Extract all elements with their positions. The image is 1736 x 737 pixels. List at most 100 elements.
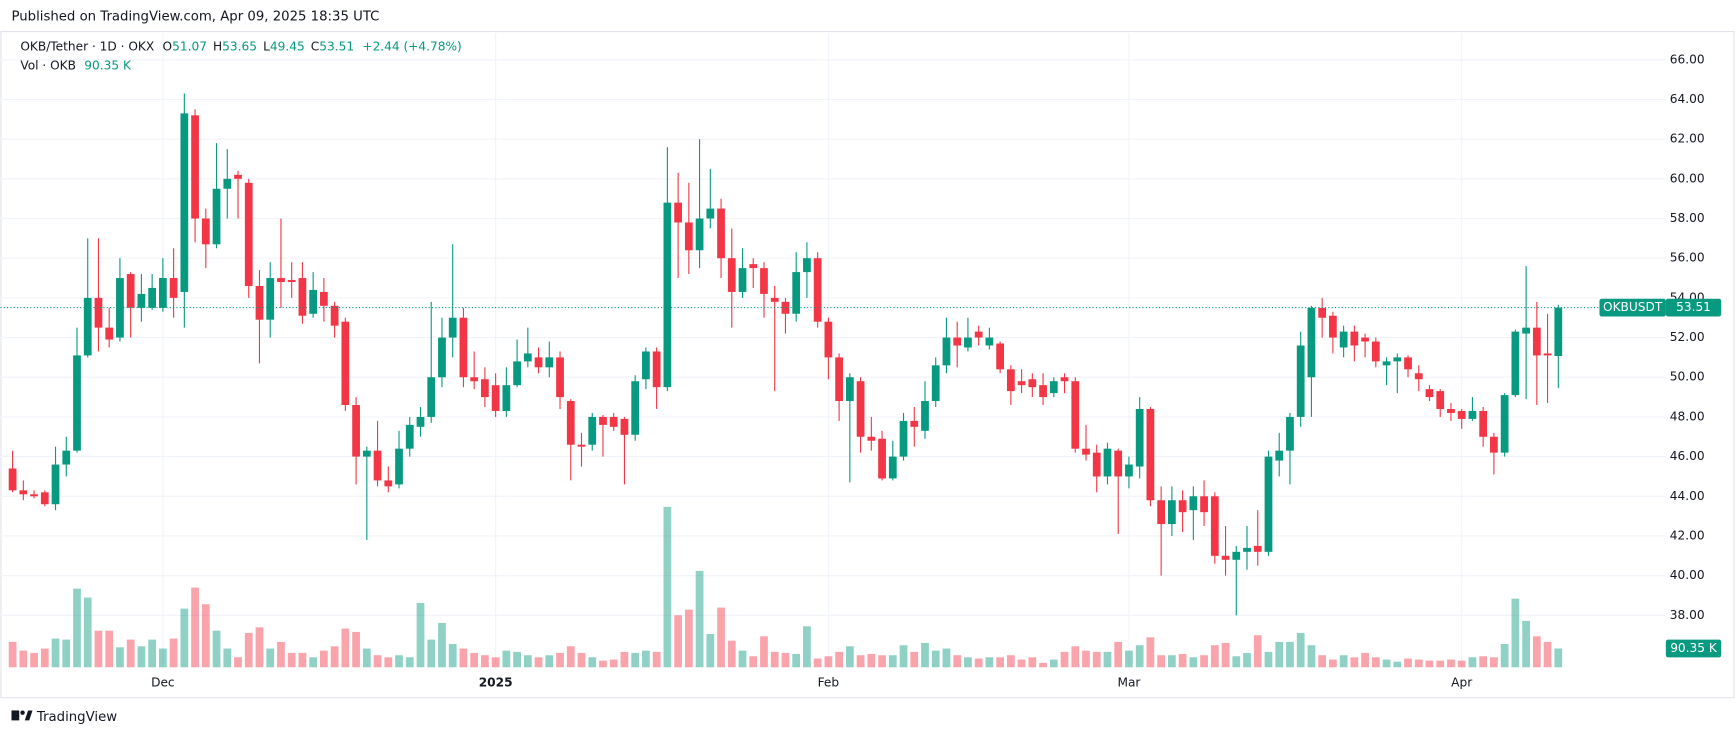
candle-body [1125, 464, 1133, 477]
y-tick-label: 62.00 [1670, 132, 1705, 146]
candle-body [8, 468, 17, 491]
candle-body [1500, 395, 1509, 453]
volume-badge-text: 90.35 K [1670, 641, 1718, 655]
x-tick-label: Feb [818, 675, 840, 689]
change: +2.44 (+4.78%) [362, 39, 461, 53]
volume-bar [888, 655, 897, 668]
volume-bar [749, 656, 758, 668]
volume-bar [620, 651, 629, 668]
volume-bar [277, 641, 285, 668]
candle-body [534, 357, 543, 368]
volume-bar [556, 652, 564, 668]
candle-body [1404, 357, 1412, 370]
volume-bar [577, 652, 586, 668]
candle-body [631, 381, 640, 435]
volume-bar [1017, 659, 1026, 668]
candle-body [888, 456, 897, 479]
volume-bar [1425, 660, 1434, 668]
candle-body [1049, 381, 1058, 394]
candle-body [1264, 456, 1273, 552]
candle-body [191, 115, 199, 219]
grid [0, 33, 1666, 670]
volume-bar [287, 652, 296, 668]
candle-body [62, 450, 71, 465]
volume-bar [1221, 642, 1230, 668]
candle-body [1318, 307, 1327, 318]
candle-body [770, 297, 779, 302]
volume-bar [1092, 651, 1101, 668]
candle-body [212, 188, 221, 245]
candle-body [1447, 408, 1455, 413]
candle-body [277, 278, 285, 283]
volume-bar [727, 640, 736, 668]
volume-bar [964, 657, 972, 668]
candle-body [931, 365, 940, 402]
volume-bar [523, 655, 532, 668]
candle-body [40, 492, 49, 505]
candle-body [1307, 307, 1316, 378]
volume-bar [674, 615, 682, 668]
volume-bar [1543, 641, 1552, 668]
candle-body [674, 202, 682, 223]
candle-body [1232, 551, 1241, 560]
candle-body [1157, 500, 1166, 525]
symbol-badge [1599, 298, 1666, 317]
candle-body [813, 258, 822, 322]
volume-bar [1371, 657, 1380, 668]
price-badge [1665, 298, 1722, 317]
volume-bar [652, 651, 661, 668]
candle-body [652, 351, 661, 388]
candle-body [556, 357, 564, 398]
volume-bar [878, 655, 886, 668]
volume-bar [341, 628, 350, 668]
y-tick-label: 58.00 [1670, 211, 1705, 225]
volume-bar [760, 636, 768, 668]
candle-body [824, 321, 833, 358]
low-value: 49.45 [270, 39, 305, 53]
volume-bar [1329, 659, 1337, 668]
volume-bar [1243, 652, 1251, 668]
high-value: 53.65 [222, 39, 257, 53]
candle-body [727, 258, 736, 292]
volume-bar [1210, 645, 1219, 668]
volume-bar [566, 646, 575, 668]
volume-bar [126, 639, 135, 668]
candle-body [1221, 555, 1230, 560]
volume-bar [223, 648, 232, 668]
candle-body [287, 280, 296, 283]
volume-bar [1490, 657, 1498, 668]
candle-body [513, 361, 521, 386]
open-value: 51.07 [172, 39, 207, 53]
candle-body [684, 222, 693, 251]
volume-pane [8, 506, 1563, 668]
volume-bar [73, 588, 81, 668]
candle-body [1146, 408, 1155, 501]
candle-body [845, 377, 854, 402]
candle-body [180, 113, 189, 292]
candle-body [94, 297, 103, 328]
logo-part [24, 710, 33, 721]
volume-bar [867, 653, 876, 668]
volume-bar [1318, 655, 1327, 668]
logo-part [20, 710, 25, 715]
volume-bar [1006, 655, 1015, 668]
candle-body [1361, 337, 1369, 342]
published-note: Published on TradingView.com, Apr 09, 20… [11, 10, 379, 25]
volume-bar [545, 655, 554, 668]
candle-body [330, 305, 339, 326]
candle-body [566, 401, 575, 445]
candle-body [1114, 450, 1123, 477]
volume-bar [588, 657, 597, 668]
volume-bar [1253, 635, 1262, 668]
candle-body [1457, 410, 1466, 419]
candle-body [738, 268, 747, 292]
y-tick-label: 60.00 [1670, 171, 1705, 185]
volume-bar [1554, 648, 1563, 668]
volume-bar [1286, 641, 1294, 668]
candle-body [1006, 369, 1015, 392]
volume-legend: Vol · OKB 90.35 K [20, 58, 132, 72]
candle-body [255, 285, 264, 320]
footer-brand: TradingView [36, 710, 117, 725]
